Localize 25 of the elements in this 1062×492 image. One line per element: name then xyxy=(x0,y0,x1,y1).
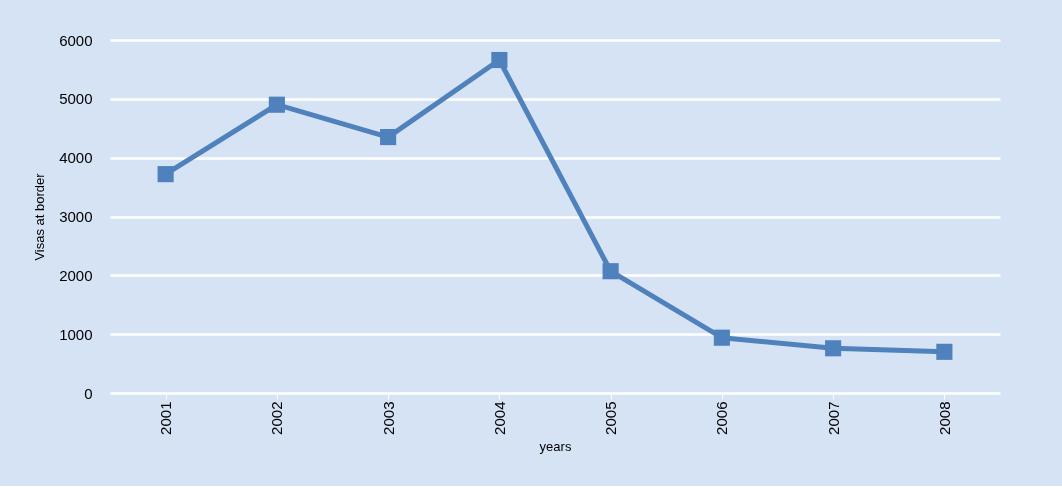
x-tick-label: 2003 xyxy=(379,401,397,435)
point xyxy=(825,340,842,357)
y-tick-label: 0 xyxy=(84,384,93,402)
point xyxy=(602,263,619,280)
y-tick-label: 5000 xyxy=(59,90,93,108)
y-tick-label: 6000 xyxy=(59,31,93,49)
x-tick-label: 2002 xyxy=(268,401,286,435)
y-axis-title: Visas at border xyxy=(32,172,48,261)
y-tick-label: 1000 xyxy=(59,325,93,343)
point xyxy=(157,166,174,183)
x-tick-label: 2007 xyxy=(824,401,842,435)
point xyxy=(268,96,285,113)
point xyxy=(713,329,730,346)
point xyxy=(380,129,397,146)
point xyxy=(491,51,508,69)
y-tick-label: 3000 xyxy=(59,208,93,225)
x-axis-title: years xyxy=(539,438,572,454)
x-tick-label: 2006 xyxy=(713,401,731,435)
y-tick-label: 2000 xyxy=(59,266,93,284)
x-tick-label: 2008 xyxy=(935,401,953,435)
y-tick-label: 4000 xyxy=(59,149,93,167)
point xyxy=(936,343,953,360)
x-tick-label: 2001 xyxy=(157,401,175,435)
x-tick-label: 2004 xyxy=(490,401,508,435)
x-tick-label: 2005 xyxy=(602,401,620,435)
